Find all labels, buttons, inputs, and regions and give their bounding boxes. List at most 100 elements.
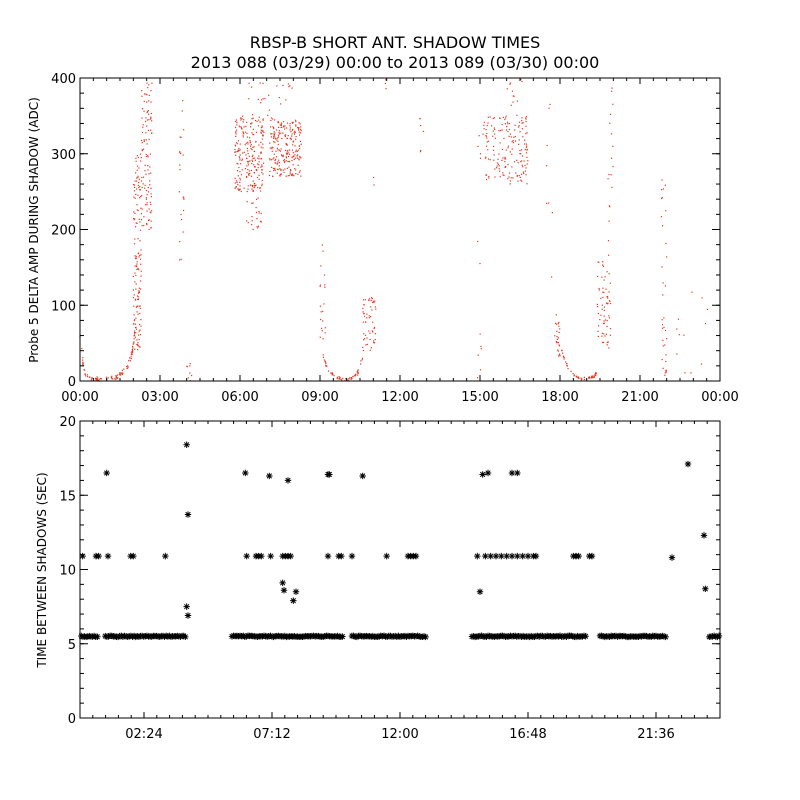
- time-between-point: [508, 552, 516, 560]
- delta-amp-point: [419, 151, 422, 153]
- delta-amp-point: [593, 376, 595, 378]
- delta-amp-point: [608, 347, 610, 349]
- delta-amp-point: [129, 357, 131, 359]
- delta-amp-point: [661, 197, 663, 200]
- delta-amp-point: [149, 166, 151, 168]
- delta-amp-point: [294, 133, 296, 135]
- delta-amp-point: [661, 225, 664, 227]
- delta-amp-point: [242, 152, 244, 154]
- delta-amp-point: [282, 84, 284, 87]
- delta-amp-point: [136, 343, 138, 346]
- delta-amp-point: [525, 118, 527, 120]
- delta-amp-point: [138, 291, 141, 294]
- delta-amp-point: [606, 325, 608, 328]
- delta-amp-point: [132, 289, 135, 291]
- delta-amp-point: [289, 168, 292, 171]
- time-between-point: [326, 471, 333, 478]
- delta-amp-point: [519, 152, 521, 155]
- delta-amp-point: [236, 180, 238, 182]
- delta-amp-point: [291, 122, 294, 124]
- delta-amp-point: [278, 130, 280, 132]
- delta-amp-point: [242, 121, 244, 123]
- delta-amp-point: [243, 119, 245, 121]
- delta-amp-point: [662, 188, 665, 190]
- delta-amp-point: [515, 172, 517, 174]
- delta-amp-point: [134, 212, 136, 214]
- delta-amp-point: [278, 96, 280, 99]
- delta-amp-point: [134, 319, 136, 321]
- delta-amp-point: [286, 137, 288, 140]
- delta-amp-point: [243, 132, 245, 135]
- delta-amp-point: [522, 136, 524, 138]
- time-between-point: [266, 472, 273, 480]
- delta-amp-point: [145, 173, 147, 175]
- delta-amp-point: [557, 323, 559, 325]
- time-between-band-point: [513, 633, 520, 640]
- delta-amp-point: [603, 315, 605, 317]
- delta-amp-point: [263, 131, 265, 134]
- delta-amp-point: [665, 354, 667, 356]
- delta-amp-point: [254, 119, 257, 122]
- delta-amp-point: [373, 327, 375, 330]
- delta-amp-point: [370, 297, 373, 299]
- delta-amp-point: [280, 132, 282, 134]
- delta-amp-point: [602, 296, 604, 298]
- delta-amp-point: [252, 202, 254, 204]
- delta-amp-point: [252, 228, 254, 231]
- delta-amp-point: [135, 306, 137, 308]
- delta-amp-x-tick-label: 03:00: [141, 390, 178, 405]
- delta-amp-point: [118, 374, 120, 376]
- delta-amp-point: [603, 291, 605, 294]
- time-between-point: [482, 552, 489, 560]
- time-between-band-point: [662, 633, 669, 641]
- delta-amp-point: [133, 331, 136, 334]
- delta-amp-point: [294, 131, 296, 133]
- delta-amp-point: [148, 208, 150, 210]
- delta-amp-point: [322, 338, 324, 340]
- delta-amp-point: [146, 194, 148, 196]
- delta-amp-point: [283, 171, 285, 174]
- delta-amp-point: [373, 301, 375, 303]
- delta-amp-point: [516, 174, 518, 177]
- delta-amp-point: [239, 171, 241, 173]
- delta-amp-point: [138, 218, 140, 221]
- delta-amp-point: [588, 376, 591, 378]
- delta-amp-point: [134, 336, 137, 338]
- delta-amp-point: [293, 132, 295, 134]
- delta-amp-point: [251, 188, 253, 190]
- delta-amp-point: [572, 372, 574, 375]
- delta-amp-point: [372, 176, 375, 179]
- delta-amp-point: [126, 367, 128, 369]
- delta-amp-point: [236, 151, 238, 153]
- delta-amp-point: [487, 140, 490, 142]
- time-between-band-point: [369, 632, 376, 640]
- delta-amp-point: [275, 129, 278, 131]
- delta-amp-point: [143, 224, 145, 227]
- delta-amp-point: [255, 198, 258, 200]
- delta-amp-point: [503, 174, 505, 176]
- delta-amp-point: [520, 78, 522, 81]
- delta-amp-point: [259, 152, 262, 154]
- delta-amp-point: [251, 224, 253, 226]
- time-between-band-point: [320, 633, 327, 641]
- delta-amp-point: [140, 288, 142, 290]
- delta-amp-point: [147, 129, 150, 132]
- delta-amp-point: [146, 94, 148, 96]
- delta-amp-point: [325, 365, 327, 367]
- delta-amp-point: [362, 307, 364, 310]
- delta-amp-point: [273, 131, 275, 133]
- delta-amp-point: [97, 378, 99, 380]
- delta-amp-point: [181, 110, 183, 112]
- delta-amp-point: [277, 136, 280, 138]
- delta-amp-point: [120, 374, 122, 376]
- delta-amp-point: [322, 320, 324, 322]
- delta-amp-point: [597, 312, 599, 315]
- delta-amp-point: [133, 186, 136, 188]
- delta-amp-point: [525, 167, 527, 169]
- time-between-band-point: [90, 632, 98, 640]
- delta-amp-point: [505, 165, 507, 168]
- delta-amp-point: [281, 126, 283, 128]
- delta-amp-point: [366, 313, 368, 315]
- delta-amp-point: [370, 299, 372, 301]
- delta-amp-point: [238, 149, 240, 151]
